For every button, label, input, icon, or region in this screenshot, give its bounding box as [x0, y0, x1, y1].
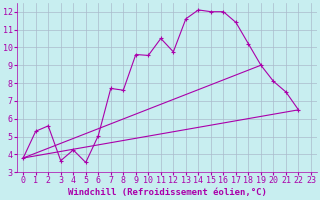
- X-axis label: Windchill (Refroidissement éolien,°C): Windchill (Refroidissement éolien,°C): [68, 188, 267, 197]
